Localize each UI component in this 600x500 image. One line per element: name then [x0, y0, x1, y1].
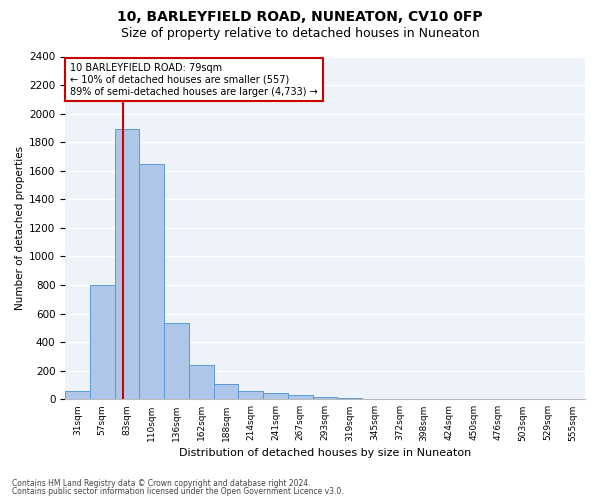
- Text: Contains public sector information licensed under the Open Government Licence v3: Contains public sector information licen…: [12, 488, 344, 496]
- Bar: [238, 390, 263, 400]
- Text: 10 BARLEYFIELD ROAD: 79sqm
← 10% of detached houses are smaller (557)
89% of sem: 10 BARLEYFIELD ROAD: 79sqm ← 10% of deta…: [70, 64, 318, 96]
- Bar: [90, 285, 115, 400]
- Bar: [214, 384, 238, 400]
- Y-axis label: Number of detached properties: Number of detached properties: [15, 146, 25, 310]
- Text: Contains HM Land Registry data © Crown copyright and database right 2024.: Contains HM Land Registry data © Crown c…: [12, 478, 311, 488]
- Bar: [139, 164, 164, 400]
- Text: Size of property relative to detached houses in Nuneaton: Size of property relative to detached ho…: [121, 28, 479, 40]
- Text: 10, BARLEYFIELD ROAD, NUNEATON, CV10 0FP: 10, BARLEYFIELD ROAD, NUNEATON, CV10 0FP: [117, 10, 483, 24]
- Bar: [164, 323, 189, 400]
- Bar: [337, 398, 362, 400]
- X-axis label: Distribution of detached houses by size in Nuneaton: Distribution of detached houses by size …: [179, 448, 471, 458]
- Bar: [362, 398, 387, 400]
- Bar: [288, 395, 313, 400]
- Bar: [65, 390, 90, 400]
- Bar: [189, 365, 214, 400]
- Bar: [263, 393, 288, 400]
- Bar: [115, 130, 139, 400]
- Bar: [313, 397, 337, 400]
